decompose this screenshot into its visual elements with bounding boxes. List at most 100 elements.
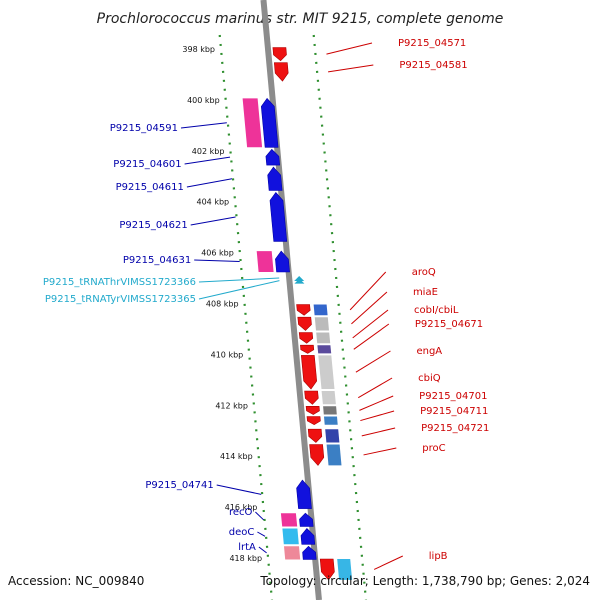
feature-tracks: [242, 47, 353, 581]
gene-block-lrta: [284, 546, 301, 560]
gene-arrow-cbiq: [304, 390, 319, 405]
gene-arrow-p9215-04741: [296, 479, 312, 509]
trna-label-2-leader: [198, 280, 280, 300]
gene-label-p9215-04601: P9215_04601: [113, 159, 181, 170]
gene-label-reco-leader: [255, 511, 264, 521]
gene-arrow-cobi-cbil: [298, 332, 314, 344]
gene-arrow-p9215-04701: [305, 405, 320, 415]
gene-label-aroq: aroQ: [412, 267, 436, 278]
gene-arrow-p9215-04571: [272, 47, 287, 62]
gene-block-reco: [280, 513, 298, 527]
gene-label-p9215-04711: P9215_04711: [420, 406, 488, 417]
gene-label-lipb-leader: [373, 555, 403, 570]
gene-label-lipb: lipB: [429, 551, 448, 562]
trna-label-1: P9215_tRNAThrVIMSS1723366: [43, 277, 196, 288]
trna-mark-2: [294, 278, 305, 284]
gene-arrow-p9215-04631: [275, 250, 290, 273]
gene-label-proc-leader: [363, 447, 397, 456]
gene-block-proc: [326, 444, 342, 466]
gene-arrow-lipb: [319, 558, 335, 581]
topology-text: Topology: circular; Length: 1,738,790 bp…: [260, 574, 590, 588]
gene-label-deoc-leader: [257, 531, 266, 537]
gene-block-cobi-cbil: [316, 332, 331, 344]
map-title: Prochlorococcus marinus str. MIT 9215, c…: [97, 11, 504, 27]
gene-label-p9215-04671: P9215_04671: [415, 319, 483, 330]
gene-label-cbiq-leader: [358, 377, 393, 399]
tick-label-402: 402 kbp: [192, 147, 225, 156]
tick-label-406: 406 kbp: [201, 249, 234, 258]
gene-label-p9215-04701-leader: [359, 395, 394, 411]
gene-arrow-deoc: [300, 528, 316, 545]
gene-label-p9215-04571: P9215_04571: [398, 38, 466, 49]
gene-arrow-proc: [309, 444, 325, 466]
gene-label-proc: proC: [422, 443, 445, 454]
gene-label-p9215-04621-leader: [190, 216, 236, 226]
gene-label-lrta: lrtA: [238, 542, 256, 553]
gene-block-p9215-04631: [256, 251, 274, 272]
gene-label-p9215-04601-leader: [184, 156, 231, 165]
tick-label-400: 400 kbp: [187, 96, 220, 105]
gene-label-p9215-04741: P9215_04741: [145, 480, 213, 491]
gene-arrow-enga: [300, 355, 318, 390]
tick-label-412: 412 kbp: [215, 401, 248, 410]
gene-label-p9215-04741-leader: [216, 484, 262, 495]
tick-label-398: 398 kbp: [182, 45, 215, 54]
tick-label-416: 416 kbp: [225, 503, 258, 512]
gene-label-cobi-cbil: cobI/cbiL: [414, 305, 459, 316]
gene-block-enga: [318, 355, 335, 389]
gene-label-enga: engA: [416, 346, 442, 357]
gene-block-cbiq: [321, 391, 336, 405]
gene-label-p9215-04721-leader: [361, 427, 396, 437]
gene-arrow-p9215-04581: [273, 62, 289, 82]
gene-arrow-aroq: [296, 304, 311, 316]
gene-arrow-lrta: [302, 545, 317, 560]
gene-arrow-reco: [299, 512, 314, 527]
gene-label-p9215-04631: P9215_04631: [123, 255, 191, 266]
trna-mark-1: [294, 276, 305, 282]
tick-label-404: 404 kbp: [197, 198, 230, 207]
gene-arrow-p9215-04671: [300, 344, 315, 354]
gene-block-lipb: [337, 559, 353, 580]
gene-label-p9215-04631-leader: [194, 259, 240, 263]
gene-label-p9215-04711-leader: [360, 410, 395, 422]
gene-label-cbiq: cbiQ: [418, 373, 441, 384]
gene-label-p9215-04581: P9215_04581: [399, 60, 467, 71]
gene-arrow-p9215-04601: [265, 148, 281, 166]
gene-label-p9215-04671-leader: [353, 323, 390, 350]
gene-label-miae-leader: [351, 291, 388, 325]
gene-block-p9215-04711: [324, 416, 338, 425]
gene-label-p9215-04591-leader: [180, 122, 227, 129]
gene-label-p9215-04621: P9215_04621: [119, 220, 187, 231]
tick-label-418: 418 kbp: [229, 554, 262, 563]
gene-label-miae: miaE: [413, 287, 438, 298]
gene-arrow-p9215-04621: [269, 192, 288, 242]
gene-label-reco: recO: [229, 507, 253, 518]
gene-label-p9215-04721: P9215_04721: [421, 423, 489, 434]
tick-label-414: 414 kbp: [220, 452, 253, 461]
gene-block-p9215-04701: [323, 406, 337, 415]
gene-labels: P9215_04571 P9215_04581 aroQ miaE cobI/cbiL P…: [43, 38, 489, 570]
gene-block-p9215-04671: [317, 345, 332, 354]
accession-text: Accession: NC_009840: [8, 574, 145, 588]
trna-label-1-leader: [198, 277, 280, 283]
gene-label-p9215-04701: P9215_04701: [419, 391, 487, 402]
gene-label-cobi-cbil-leader: [352, 309, 389, 339]
gene-block-aroq: [313, 304, 328, 316]
gene-label-p9215-04571-leader: [326, 42, 373, 55]
gene-block-p9215-04721: [325, 429, 340, 443]
gene-label-p9215-04611-leader: [186, 178, 233, 188]
gene-label-lrta-leader: [258, 546, 267, 554]
genome-backbone: [260, 0, 322, 600]
gene-block-deoc: [282, 528, 299, 545]
gene-arrow-p9215-04611: [267, 166, 283, 191]
gene-arrow-p9215-04711: [306, 416, 321, 426]
tick-label-408: 408 kbp: [206, 300, 239, 309]
gene-label-p9215-04591: P9215_04591: [110, 123, 178, 134]
gene-arrow-p9215-04721: [307, 428, 323, 443]
gene-label-enga-leader: [355, 350, 391, 373]
gene-arrow-miae: [297, 316, 312, 331]
trna-label-2: P9215_tRNATyrVIMSS1723365: [45, 294, 196, 305]
gene-arrow-p9215-04591: [260, 97, 279, 148]
gene-block-p9215-04591: [242, 98, 263, 148]
